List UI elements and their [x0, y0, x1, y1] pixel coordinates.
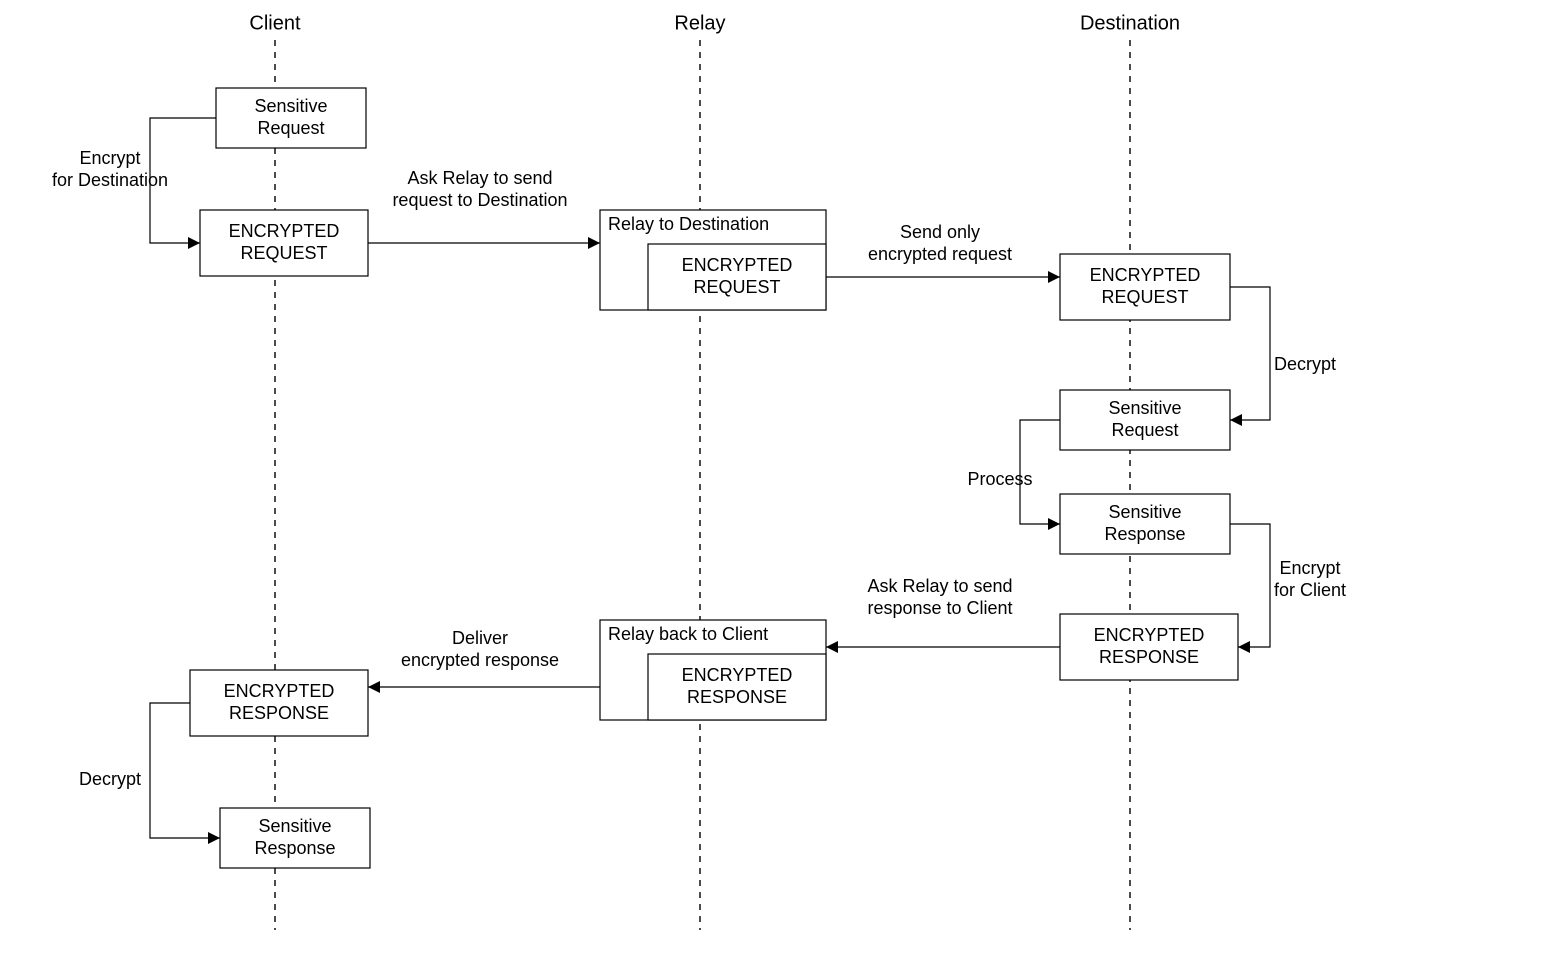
svg-text:Request: Request — [1111, 420, 1178, 440]
svg-text:for Client: for Client — [1274, 580, 1346, 600]
node-label-relay_to_dest_outer: Relay to Destination — [608, 214, 769, 234]
edge-label-8: Decrypt — [79, 769, 141, 789]
svg-text:Sensitive: Sensitive — [1108, 398, 1181, 418]
svg-text:REQUEST: REQUEST — [240, 243, 327, 263]
svg-text:encrypted response: encrypted response — [401, 650, 559, 670]
svg-text:REQUEST: REQUEST — [693, 277, 780, 297]
edge-label-5: Encryptfor Client — [1274, 558, 1346, 600]
lane-header-client: Client — [249, 12, 301, 34]
svg-text:Encrypt: Encrypt — [79, 148, 140, 168]
svg-text:Deliver: Deliver — [452, 628, 508, 648]
svg-text:Sensitive: Sensitive — [1108, 502, 1181, 522]
edge-label-1: Ask Relay to sendrequest to Destination — [392, 168, 567, 210]
svg-text:ENCRYPTED: ENCRYPTED — [229, 221, 340, 241]
lane-header-relay: Relay — [674, 12, 725, 34]
svg-text:for Destination: for Destination — [52, 170, 168, 190]
edge-label-6: Ask Relay to sendresponse to Client — [867, 576, 1012, 618]
svg-text:RESPONSE: RESPONSE — [1099, 647, 1199, 667]
svg-text:request to Destination: request to Destination — [392, 190, 567, 210]
svg-text:ENCRYPTED: ENCRYPTED — [682, 255, 793, 275]
edge-3 — [1230, 287, 1270, 420]
svg-text:ENCRYPTED: ENCRYPTED — [1094, 625, 1205, 645]
svg-text:ENCRYPTED: ENCRYPTED — [224, 681, 335, 701]
svg-text:Sensitive: Sensitive — [254, 96, 327, 116]
svg-text:Decrypt: Decrypt — [1274, 354, 1336, 374]
sequence-diagram: ClientRelayDestinationEncryptfor Destina… — [0, 0, 1568, 966]
svg-text:Encrypt: Encrypt — [1279, 558, 1340, 578]
svg-text:Ask Relay to send: Ask Relay to send — [407, 168, 552, 188]
svg-text:Sensitive: Sensitive — [258, 816, 331, 836]
svg-text:RESPONSE: RESPONSE — [687, 687, 787, 707]
svg-text:Ask Relay to send: Ask Relay to send — [867, 576, 1012, 596]
svg-text:Decrypt: Decrypt — [79, 769, 141, 789]
edge-label-4: Process — [967, 469, 1032, 489]
svg-text:RESPONSE: RESPONSE — [229, 703, 329, 723]
svg-text:Send only: Send only — [900, 222, 980, 242]
svg-text:Request: Request — [257, 118, 324, 138]
svg-text:response to Client: response to Client — [867, 598, 1012, 618]
svg-text:Response: Response — [254, 838, 335, 858]
edge-label-2: Send onlyencrypted request — [868, 222, 1012, 264]
edge-label-3: Decrypt — [1274, 354, 1336, 374]
svg-text:Response: Response — [1104, 524, 1185, 544]
edge-label-7: Deliverencrypted response — [401, 628, 559, 670]
lane-header-destination: Destination — [1080, 12, 1180, 34]
svg-text:ENCRYPTED: ENCRYPTED — [1090, 265, 1201, 285]
svg-text:REQUEST: REQUEST — [1101, 287, 1188, 307]
edge-label-0: Encryptfor Destination — [52, 148, 168, 190]
svg-text:encrypted request: encrypted request — [868, 244, 1012, 264]
node-label-relay_back_outer: Relay back to Client — [608, 624, 768, 644]
svg-text:Process: Process — [967, 469, 1032, 489]
svg-text:ENCRYPTED: ENCRYPTED — [682, 665, 793, 685]
